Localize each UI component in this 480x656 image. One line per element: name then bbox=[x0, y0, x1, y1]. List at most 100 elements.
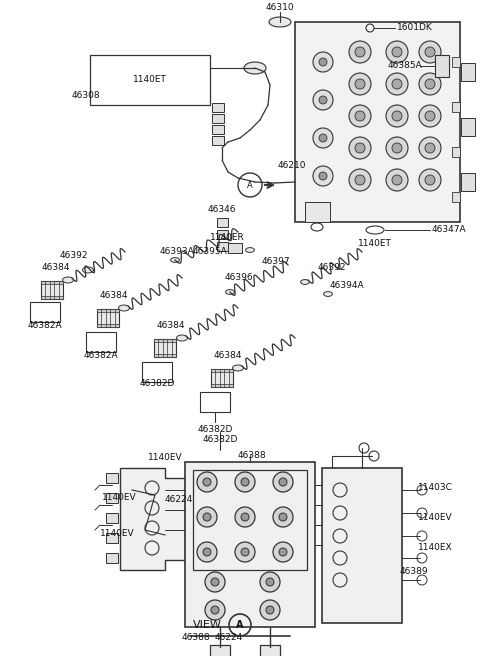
Text: 46384: 46384 bbox=[214, 352, 242, 361]
Bar bbox=[461, 173, 475, 191]
Bar bbox=[211, 369, 233, 372]
Ellipse shape bbox=[269, 17, 291, 27]
Bar bbox=[212, 113, 224, 123]
Text: 1140EX: 1140EX bbox=[418, 544, 453, 552]
Bar bbox=[435, 55, 449, 77]
Text: 46393A: 46393A bbox=[160, 247, 195, 256]
Circle shape bbox=[203, 548, 211, 556]
Circle shape bbox=[241, 478, 249, 486]
Circle shape bbox=[349, 73, 371, 95]
Ellipse shape bbox=[62, 277, 73, 283]
Bar bbox=[86, 332, 116, 352]
Circle shape bbox=[313, 166, 333, 186]
Circle shape bbox=[386, 105, 408, 127]
Bar bbox=[216, 230, 228, 239]
Circle shape bbox=[419, 105, 441, 127]
Circle shape bbox=[273, 542, 293, 562]
Circle shape bbox=[266, 578, 274, 586]
Text: 46397: 46397 bbox=[262, 258, 290, 266]
Ellipse shape bbox=[324, 292, 332, 297]
Bar bbox=[212, 125, 224, 134]
Bar bbox=[185, 462, 315, 627]
Bar bbox=[30, 302, 60, 322]
Circle shape bbox=[425, 143, 435, 153]
Bar bbox=[154, 339, 176, 357]
Bar bbox=[211, 384, 233, 387]
Circle shape bbox=[392, 111, 402, 121]
Circle shape bbox=[349, 137, 371, 159]
Circle shape bbox=[355, 47, 365, 57]
Circle shape bbox=[425, 111, 435, 121]
Circle shape bbox=[349, 169, 371, 191]
Bar bbox=[452, 147, 460, 157]
Circle shape bbox=[313, 90, 333, 110]
Text: 11403C: 11403C bbox=[418, 483, 453, 493]
Text: 46382D: 46382D bbox=[202, 436, 238, 445]
Bar bbox=[154, 354, 176, 357]
Text: 46224: 46224 bbox=[215, 634, 243, 642]
Text: A: A bbox=[236, 620, 244, 630]
Circle shape bbox=[203, 513, 211, 521]
Circle shape bbox=[279, 548, 287, 556]
Circle shape bbox=[205, 600, 225, 620]
Bar bbox=[97, 324, 119, 327]
Text: 1140EV: 1140EV bbox=[148, 453, 182, 462]
Bar bbox=[200, 392, 230, 412]
Text: 1140EV: 1140EV bbox=[102, 493, 137, 501]
Ellipse shape bbox=[170, 258, 180, 262]
Text: 46394A: 46394A bbox=[330, 281, 365, 289]
Circle shape bbox=[349, 105, 371, 127]
Circle shape bbox=[260, 600, 280, 620]
Bar bbox=[452, 57, 460, 67]
Text: 46384: 46384 bbox=[157, 321, 185, 331]
Text: 1140ER: 1140ER bbox=[210, 234, 245, 243]
Text: 46382D: 46382D bbox=[198, 426, 233, 434]
Text: 1140ET: 1140ET bbox=[358, 239, 392, 249]
Circle shape bbox=[241, 548, 249, 556]
Ellipse shape bbox=[246, 247, 254, 253]
Text: 46310: 46310 bbox=[266, 3, 294, 12]
Bar bbox=[142, 362, 172, 382]
Bar bbox=[97, 309, 119, 312]
Text: 46382A: 46382A bbox=[84, 350, 119, 359]
Ellipse shape bbox=[226, 289, 234, 295]
Bar bbox=[212, 136, 224, 144]
Text: 46395A: 46395A bbox=[193, 247, 228, 256]
Circle shape bbox=[425, 47, 435, 57]
Ellipse shape bbox=[119, 305, 130, 311]
Text: 46389: 46389 bbox=[400, 567, 429, 577]
Text: 46346: 46346 bbox=[208, 205, 237, 215]
Text: 46382A: 46382A bbox=[28, 321, 62, 329]
Circle shape bbox=[355, 175, 365, 185]
Circle shape bbox=[241, 513, 249, 521]
Text: 46388: 46388 bbox=[238, 451, 266, 461]
Bar bbox=[216, 218, 228, 226]
Text: 46347A: 46347A bbox=[432, 226, 467, 234]
Bar bbox=[97, 309, 119, 327]
Text: 46388: 46388 bbox=[181, 634, 210, 642]
Text: 46308: 46308 bbox=[72, 91, 101, 100]
Bar bbox=[210, 645, 230, 656]
Text: 46384: 46384 bbox=[42, 262, 71, 272]
Bar bbox=[41, 281, 63, 299]
Circle shape bbox=[205, 572, 225, 592]
Circle shape bbox=[197, 507, 217, 527]
Bar bbox=[461, 63, 475, 81]
Text: 46385A: 46385A bbox=[387, 62, 422, 70]
Bar bbox=[461, 118, 475, 136]
Circle shape bbox=[425, 175, 435, 185]
Text: 46382D: 46382D bbox=[140, 380, 175, 388]
Circle shape bbox=[203, 478, 211, 486]
Circle shape bbox=[211, 606, 219, 614]
Circle shape bbox=[392, 175, 402, 185]
Bar bbox=[260, 645, 280, 656]
Bar bbox=[452, 192, 460, 202]
Circle shape bbox=[197, 472, 217, 492]
Text: 46224: 46224 bbox=[165, 495, 193, 504]
Circle shape bbox=[355, 111, 365, 121]
Circle shape bbox=[319, 96, 327, 104]
Bar bbox=[228, 243, 242, 253]
Text: 1140ET: 1140ET bbox=[133, 75, 167, 85]
Text: A: A bbox=[247, 180, 253, 190]
Text: 46392: 46392 bbox=[318, 264, 347, 272]
